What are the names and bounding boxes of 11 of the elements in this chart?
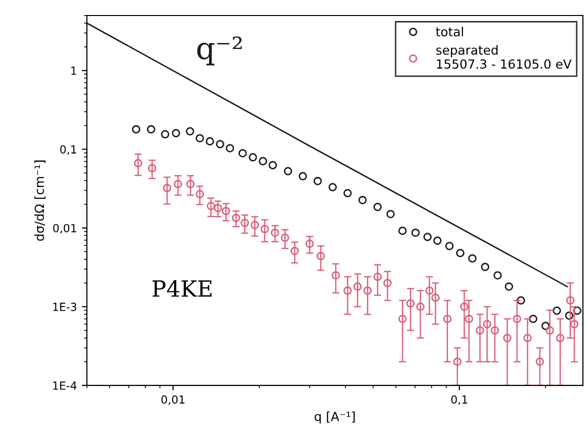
legend-label: total xyxy=(436,26,463,36)
annotation: P4KE xyxy=(152,280,212,297)
y-tick-label: 1 xyxy=(71,66,76,75)
y-axis-title: dσ/dΩ [cm⁻¹] xyxy=(34,160,46,241)
x-axis-title: q [A⁻¹] xyxy=(314,411,355,424)
y-tick-label: 1E-3 xyxy=(53,302,76,312)
y-tick-label: 0,01 xyxy=(53,224,76,234)
y-tick-label: 0,1 xyxy=(60,145,76,155)
series-label: q⁻² xyxy=(197,36,242,66)
y-tick-label: 1E-4 xyxy=(53,382,77,390)
legend-label: separated 15507.3 - 16105.0 eV xyxy=(436,45,572,69)
